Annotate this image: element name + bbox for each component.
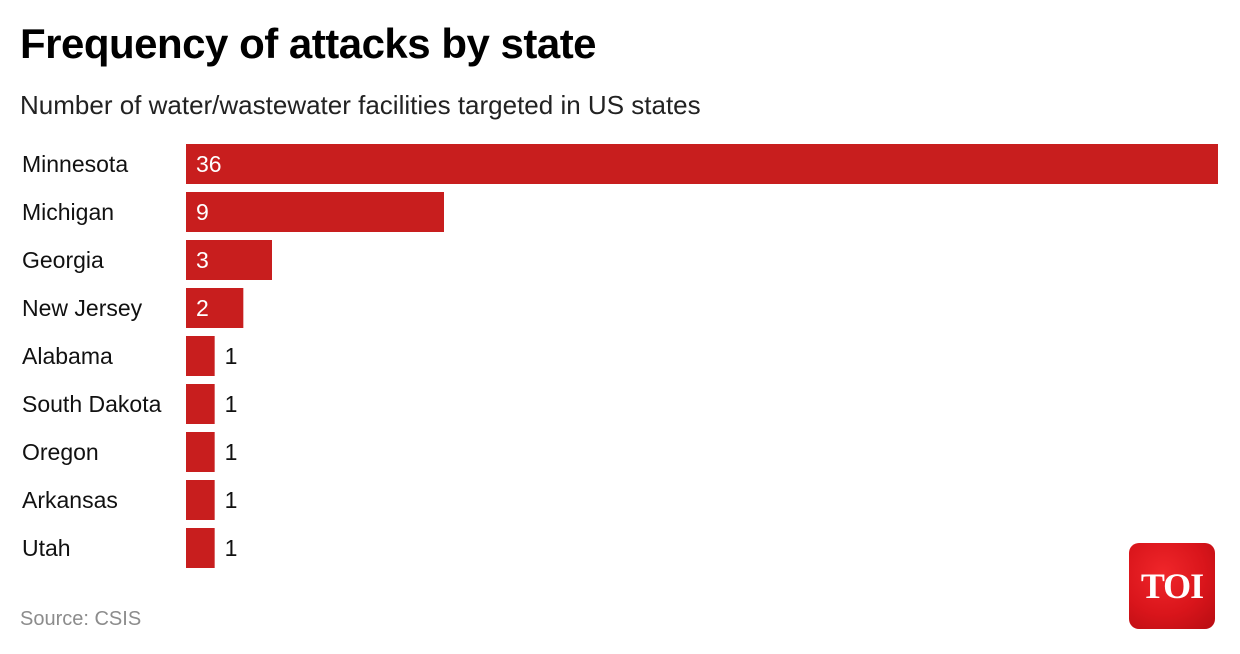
category-label: Minnesota xyxy=(22,151,128,177)
value-label: 1 xyxy=(225,439,238,465)
bar xyxy=(186,336,215,376)
category-label: New Jersey xyxy=(22,295,143,321)
value-label: 36 xyxy=(196,151,222,177)
category-label: Georgia xyxy=(22,247,104,273)
chart-subtitle: Number of water/wastewater facilities ta… xyxy=(20,90,701,120)
value-label: 1 xyxy=(225,487,238,513)
category-label: South Dakota xyxy=(22,391,162,417)
category-label: Utah xyxy=(22,535,71,561)
bar xyxy=(186,384,215,424)
bar xyxy=(186,144,1218,184)
category-label: Alabama xyxy=(22,343,113,369)
value-label: 1 xyxy=(225,535,238,561)
source-note: Source: CSIS xyxy=(20,608,142,630)
bar xyxy=(186,480,215,520)
value-label: 1 xyxy=(225,391,238,417)
value-label: 9 xyxy=(196,199,209,225)
value-label: 1 xyxy=(225,343,238,369)
bar xyxy=(186,432,215,472)
bar xyxy=(186,528,215,568)
category-label: Arkansas xyxy=(22,487,118,513)
toi-logo: TOI xyxy=(1129,543,1215,629)
value-label: 3 xyxy=(196,247,209,273)
value-label: 2 xyxy=(196,295,209,321)
bar xyxy=(186,240,272,280)
bar xyxy=(186,192,444,232)
toi-logo-text: TOI xyxy=(1140,566,1204,606)
category-label: Michigan xyxy=(22,199,114,225)
category-label: Oregon xyxy=(22,439,99,465)
bar xyxy=(186,288,244,328)
chart-title: Frequency of attacks by state xyxy=(20,20,597,67)
